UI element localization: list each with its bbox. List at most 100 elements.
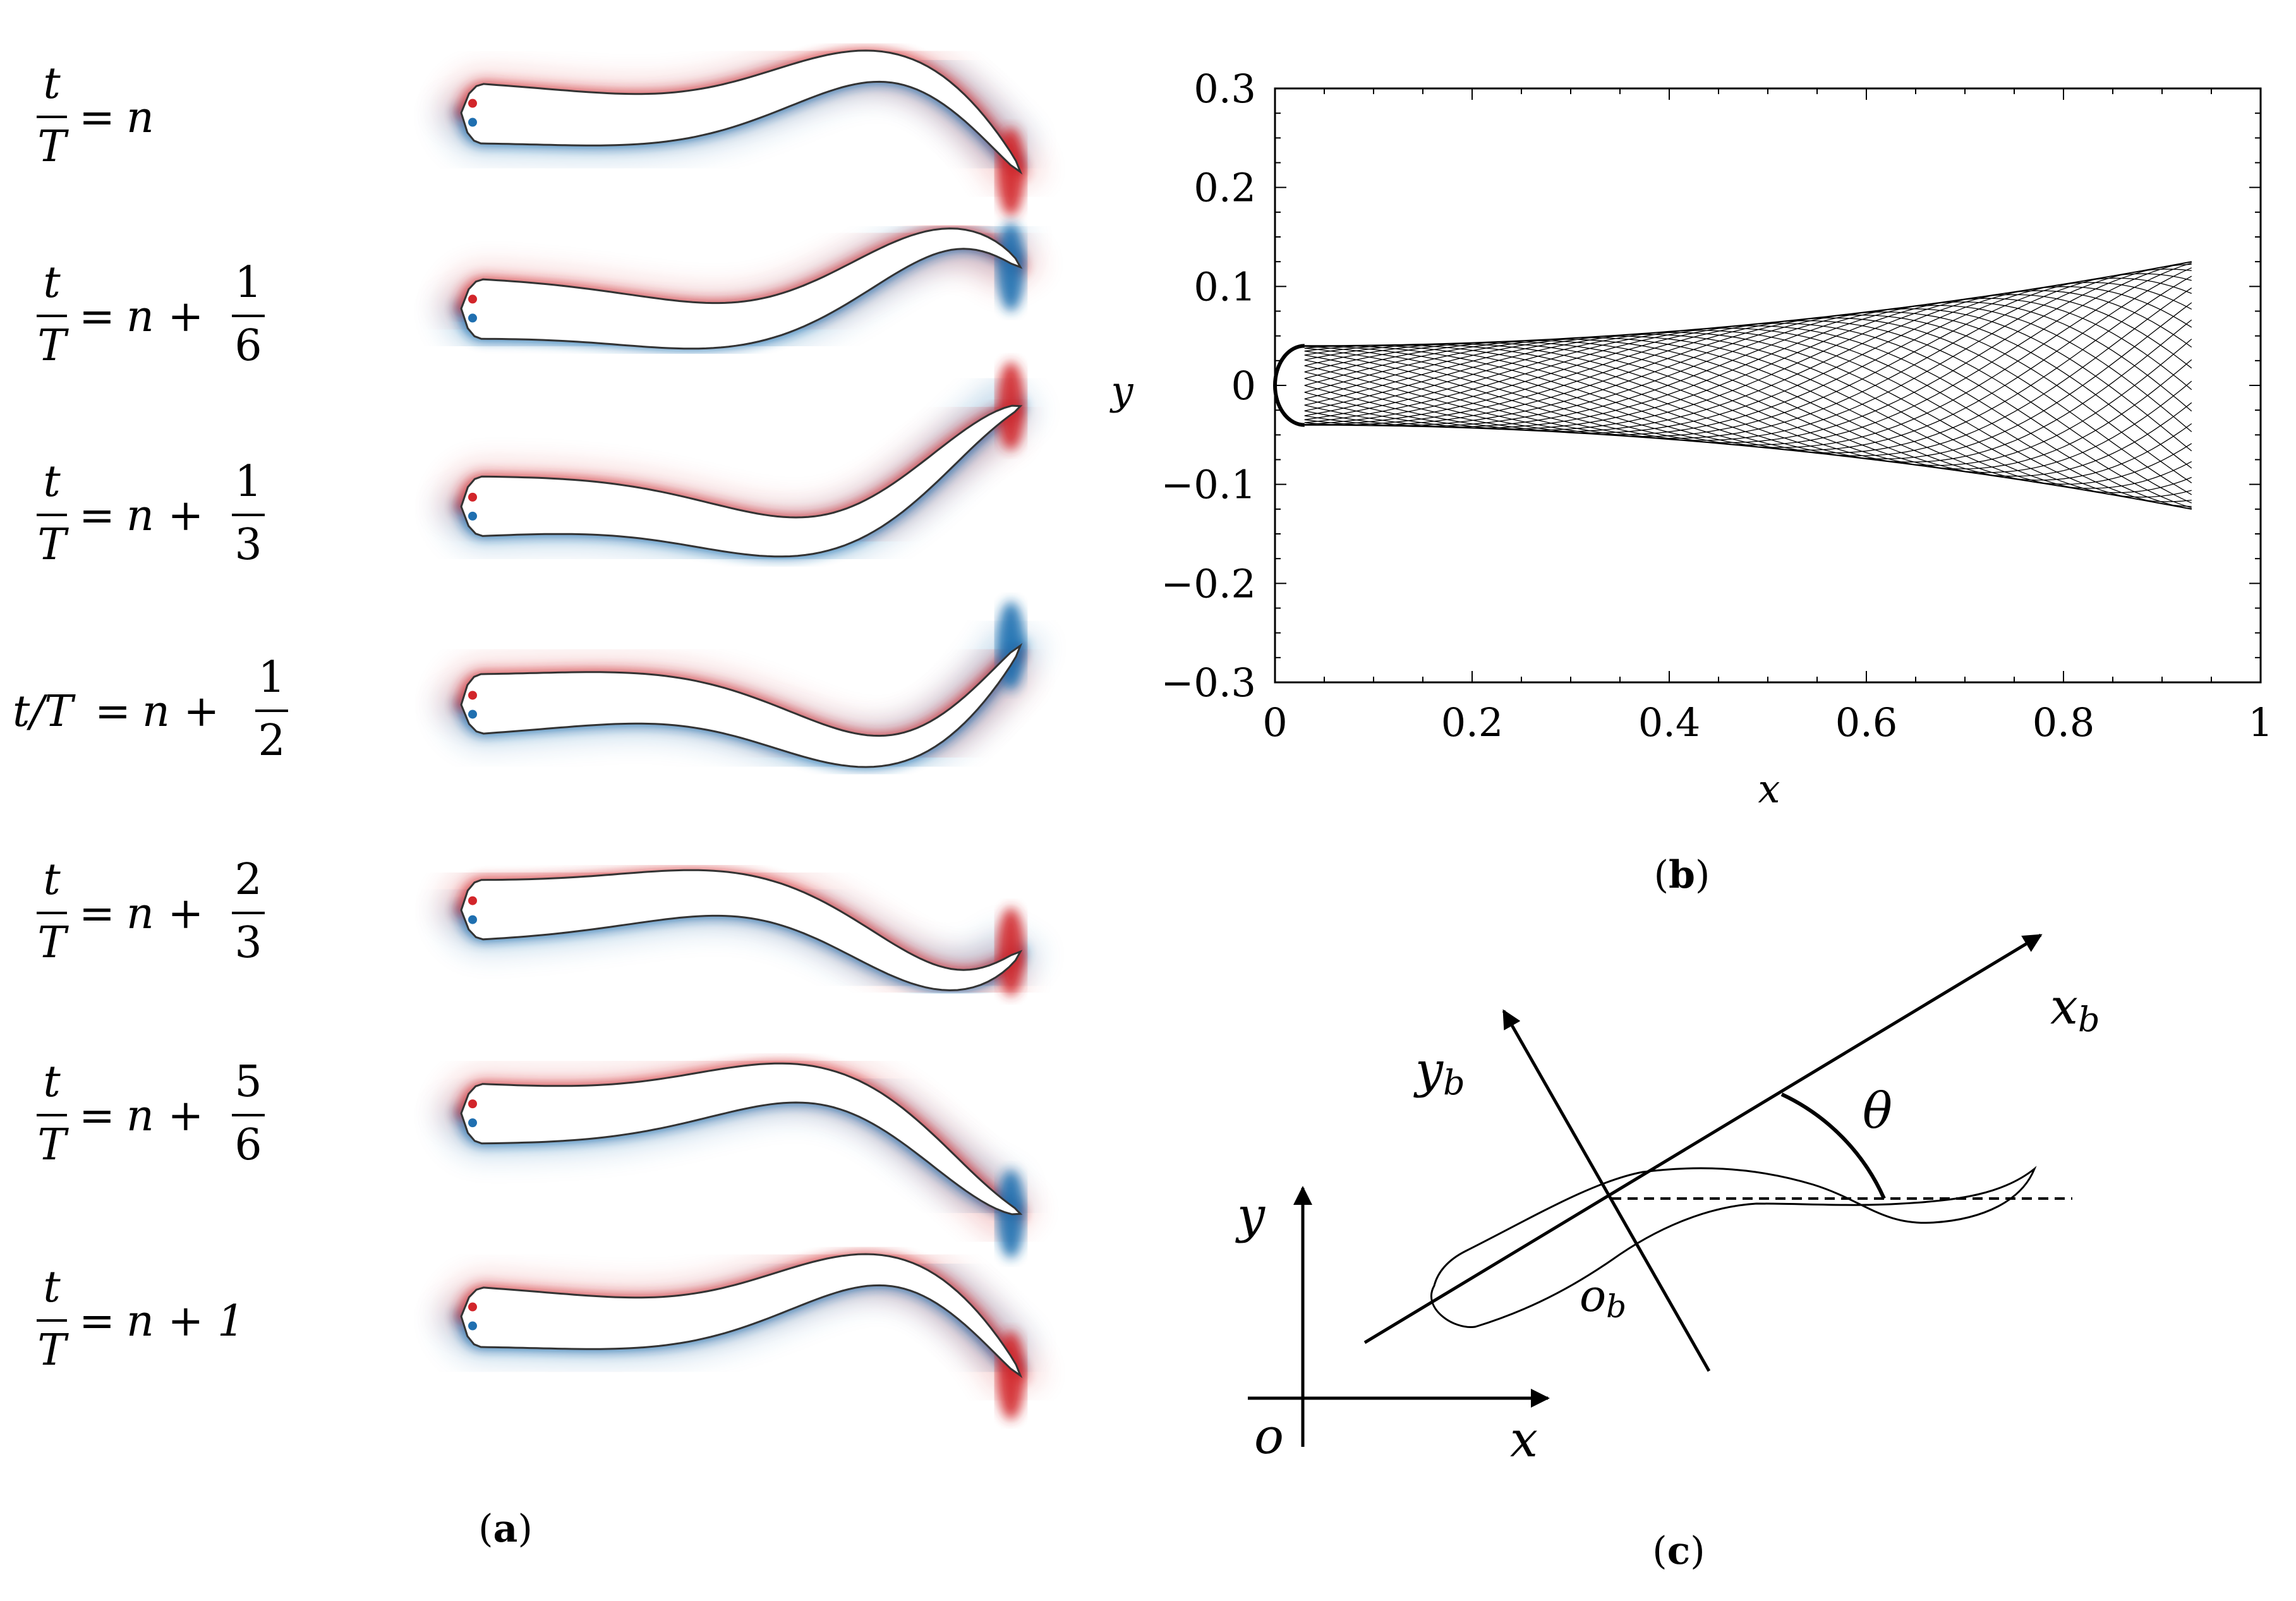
x-axis-label: x — [1758, 766, 1780, 812]
panel-b-caption: (b) — [1654, 853, 1710, 897]
y-label: y — [1235, 1187, 1266, 1244]
midline-trace — [1304, 339, 2192, 481]
equation-lhs-den: T — [37, 1326, 69, 1375]
snapshot-row: tT= n + 5 6 — [37, 1051, 1039, 1259]
equation-frac-num: 1 — [234, 457, 262, 507]
equation-lhs-den: T — [37, 520, 69, 570]
equation-lhs-num: t — [43, 1262, 61, 1312]
midline-trace — [1304, 330, 2192, 502]
fish-body-outline — [1430, 1166, 2037, 1328]
midline-trace — [1304, 294, 2192, 431]
midline-trace — [1304, 335, 2192, 489]
equation-frac-num: 2 — [234, 855, 262, 905]
equation-equals: = — [79, 889, 115, 939]
midline-trace — [1304, 314, 2192, 483]
x-tick-labels: 0 0.2 0.4 0.6 0.8 1 — [1262, 699, 2273, 746]
theta-label: θ — [1863, 1083, 1892, 1140]
snapshot-row: tT= n + 2 3 — [37, 855, 1042, 1008]
equation-lhs-num: t — [43, 855, 61, 905]
x-tick-label: 0.6 — [1835, 699, 1898, 746]
xb-axis-arrow — [1363, 933, 2043, 1344]
x-label: x — [1510, 1411, 1538, 1468]
y-tick-label: −0.3 — [1161, 660, 1256, 706]
y-tick-label: 0.2 — [1193, 165, 1256, 211]
lower-envelope — [1304, 424, 2192, 510]
equation-frac-den: 6 — [234, 321, 262, 371]
midline-trace — [1304, 308, 2192, 452]
equation-rhs: n + — [142, 687, 219, 737]
time-equation: tT= n + 1 6 — [37, 258, 265, 371]
head-vortex-dot — [468, 710, 477, 719]
time-equation: tT= n + 1 — [37, 1262, 245, 1375]
x-tick-label: 0.4 — [1638, 699, 1701, 746]
equation-equals: = — [79, 1091, 115, 1141]
snapshot-row: tT= n + 1 — [37, 1241, 1044, 1420]
midline-trace — [1304, 317, 2192, 495]
equation-lhs-num: t — [43, 1057, 61, 1107]
equation-frac-num: 1 — [258, 653, 285, 703]
x-tick-label: 0.8 — [2033, 699, 2095, 746]
equation-lhs-den: T — [37, 321, 69, 371]
equation-equals: = — [79, 491, 115, 541]
fish-body — [460, 1062, 1023, 1216]
snapshot-row: t/T = n + 1 2 — [13, 601, 1044, 780]
midline-trace — [1304, 301, 2192, 428]
y-tick-label: −0.2 — [1161, 560, 1256, 607]
equation-rhs: n + — [126, 491, 203, 541]
equation-rhs: n + — [126, 1091, 203, 1141]
head-vortex-dot — [468, 915, 477, 924]
equation-lhs-den: T — [37, 918, 69, 968]
equation-rhs: n + — [126, 889, 203, 939]
equation-frac-num: 1 — [234, 258, 262, 308]
midline-trace — [1304, 282, 2192, 435]
time-equation: tT= n + 1 3 — [37, 457, 265, 570]
yb-axis-arrow — [1502, 1009, 1711, 1372]
midline-traces — [1273, 261, 2192, 510]
panel-a-caption: (a) — [478, 1507, 533, 1551]
equation-frac-den: 3 — [234, 520, 262, 570]
equation-lhs-num: t — [43, 457, 61, 507]
y-tick-label: 0.1 — [1193, 263, 1256, 310]
head-vortex-dot — [468, 1321, 477, 1331]
upper-envelope — [1304, 261, 2192, 347]
head-vortex-dot — [468, 118, 477, 127]
y-tick-label: −0.1 — [1161, 462, 1256, 508]
fish-body — [460, 1253, 1023, 1379]
yb-label: yb — [1413, 1042, 1465, 1103]
equation-equals: = — [79, 1296, 115, 1346]
equation-equals: = — [95, 687, 131, 737]
tail-vortex — [997, 907, 1025, 996]
head-vortex-dot — [468, 492, 477, 502]
time-equation: t/T = n + 1 2 — [13, 653, 288, 766]
x-tick-label: 0 — [1262, 699, 1287, 746]
head-vortex-dot — [468, 1099, 477, 1109]
midline-trace — [1304, 334, 2192, 493]
snapshot-row: tT= n — [37, 37, 1044, 217]
midline-trace — [1304, 311, 2192, 469]
midline-trace — [1304, 332, 2192, 498]
equation-rhs: n + — [126, 292, 203, 342]
panel-b-midline-envelope-chart: 0 0.2 0.4 0.6 0.8 1 0.30.20.10−0.1−0.2−0.3 x … — [1109, 66, 2273, 812]
fish-body — [460, 49, 1023, 175]
head-vortex-dot — [468, 1118, 477, 1128]
head-vortex-dot — [468, 294, 477, 304]
fish-body — [460, 404, 1023, 558]
head-vortex-dot — [468, 511, 477, 521]
xb-label: xb — [2050, 979, 2100, 1039]
head-vortex-dot — [468, 99, 477, 108]
equation-lhs-den: T — [37, 1120, 69, 1170]
equation-frac-den: 6 — [234, 1120, 262, 1170]
midline-trace — [1304, 290, 2192, 432]
x-tick-label: 0.2 — [1441, 699, 1504, 746]
snapshot-row: tT= n + 1 3 — [37, 361, 1039, 570]
midline-trace — [1304, 319, 2192, 462]
ob-label: ob — [1580, 1270, 1626, 1325]
fish-body — [460, 643, 1023, 768]
equation-frac-den: 3 — [234, 918, 262, 968]
head-vortex-dot — [468, 1302, 477, 1312]
theta-angle-arc — [1780, 1092, 1886, 1200]
panel-c-caption: (c) — [1652, 1529, 1705, 1573]
equation-frac-den: 2 — [258, 716, 285, 766]
midline-trace — [1304, 277, 2192, 437]
equation-rhs: n + 1 — [126, 1296, 245, 1346]
